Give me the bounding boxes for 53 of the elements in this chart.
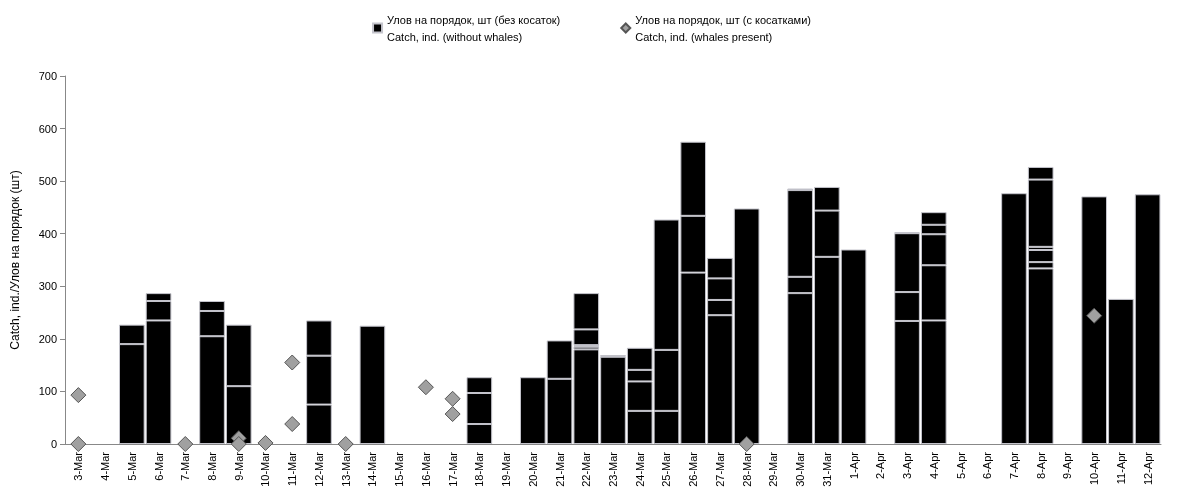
x-tick-label: 10-Apr	[1088, 451, 1101, 486]
x-tick-label: 5-Mar	[125, 451, 138, 481]
x-tick-label: 14-Mar	[366, 451, 379, 487]
y-tick-label: 500	[38, 175, 57, 188]
y-tick-label: 0	[50, 438, 57, 450]
x-tick-label: 30-Mar	[794, 451, 807, 487]
x-tick-label: 6-Apr	[981, 451, 994, 479]
x-tick-label: 7-Mar	[179, 451, 192, 481]
x-tick-label: 22-Mar	[580, 451, 593, 487]
y-tick-label: 200	[38, 332, 57, 345]
bar	[359, 325, 386, 444]
x-tick-label: 9-Apr	[1061, 451, 1074, 479]
x-tick-label: 11-Apr	[1114, 451, 1127, 485]
x-tick-label: 28-Mar	[740, 451, 753, 487]
x-tick-label: 12-Apr	[1141, 451, 1154, 486]
x-tick-label: 3-Apr	[901, 451, 914, 479]
x-tick-label: 17-Mar	[446, 451, 459, 487]
x-tick-label: 15-Mar	[393, 451, 406, 487]
x-tick-label: 8-Mar	[206, 451, 219, 481]
x-tick-label: 4-Mar	[99, 451, 112, 481]
y-axis-title: Catch, ind./Улов на порядок (шт)	[8, 170, 22, 350]
x-tick-label: 1-Apr	[847, 451, 860, 479]
y-tick-label: 100	[38, 385, 57, 398]
x-tick-label: 23-Mar	[607, 451, 619, 487]
x-tick-label: 6-Mar	[152, 451, 165, 481]
x-tick-label: 7-Apr	[1007, 451, 1020, 479]
x-tick-label: 12-Mar	[312, 451, 325, 487]
x-tick-label: 27-Mar	[713, 451, 726, 487]
x-tick-label: 2-Apr	[874, 451, 887, 479]
x-tick-label: 26-Mar	[687, 451, 700, 487]
x-tick-label: 4-Apr	[927, 451, 940, 479]
x-tick-label: 13-Mar	[339, 451, 352, 487]
x-tick-label: 8-Apr	[1034, 451, 1047, 479]
y-tick-label: 700	[38, 70, 57, 82]
x-tick-label: 25-Mar	[660, 451, 673, 487]
x-tick-label: 24-Mar	[633, 451, 646, 487]
x-tick-label: 16-Mar	[419, 451, 432, 487]
x-tick-label: 3-Mar	[72, 451, 85, 481]
legend-label: Улов на порядок, шт (без косаток) Catch, ind. (without whales)	[387, 13, 561, 43]
x-tick-label: 18-Mar	[473, 451, 486, 487]
legend-label: Улов на порядок, шт (с косатками) Catch, ind. (whales present)	[635, 13, 811, 43]
x-tick-label: 11-Mar	[286, 451, 299, 487]
x-tick-label: 20-Mar	[526, 451, 539, 487]
x-tick-label: 5-Apr	[954, 451, 967, 479]
x-tick-label: 29-Mar	[767, 451, 780, 487]
y-tick-label: 300	[38, 280, 57, 293]
y-tick-label: 600	[38, 122, 57, 135]
x-tick-label: 21-Mar	[553, 451, 566, 487]
x-tick-label: 9-Mar	[232, 451, 245, 481]
y-tick-label: 400	[38, 227, 57, 240]
x-tick-label: 19-Mar	[500, 451, 513, 487]
x-tick-label: 31-Mar	[820, 451, 833, 487]
x-tick-label: 10-Mar	[259, 451, 272, 487]
